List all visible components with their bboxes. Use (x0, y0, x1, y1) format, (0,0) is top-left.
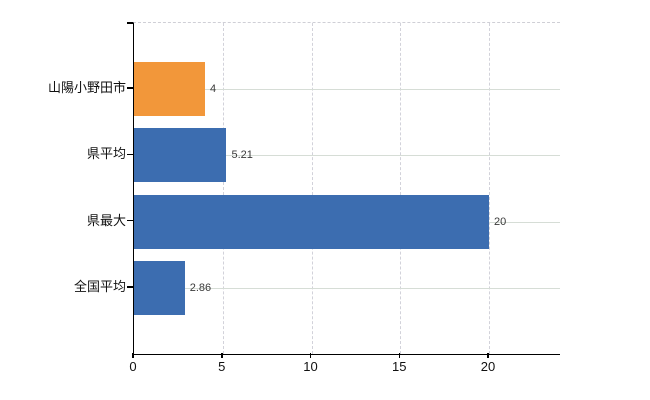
bar-value-label: 20 (494, 215, 507, 228)
vertical-gridline (311, 23, 313, 354)
x-axis-tick (309, 353, 312, 358)
x-axis-tick-label: 5 (218, 359, 226, 374)
category-label: 山陽小野田市 (47, 80, 126, 96)
category-label: 県最大 (86, 212, 126, 228)
vertical-gridline (400, 23, 402, 354)
x-axis-tick (398, 353, 400, 358)
category-label: 県平均 (86, 146, 126, 162)
bar-value-label: 2.86 (189, 281, 212, 294)
x-axis-tick (221, 353, 223, 358)
y-axis-tick (127, 286, 133, 288)
y-axis-tick (127, 153, 133, 156)
bar-value-label: 4 (210, 83, 217, 96)
bar-default (134, 128, 227, 183)
bar-default (134, 194, 489, 249)
y-axis-tick (127, 219, 133, 222)
bar-default (134, 260, 185, 315)
y-axis-top-tick (127, 22, 134, 24)
bar-value-label: 5.21 (231, 149, 253, 162)
x-axis-tick (487, 353, 489, 358)
horizontal-gridline (134, 155, 560, 157)
horizontal-gridline (134, 89, 560, 91)
x-axis-tick (132, 353, 134, 358)
y-axis-tick (127, 87, 133, 89)
horizontal-gridline (134, 287, 560, 289)
x-axis-tick-label: 15 (392, 359, 407, 374)
x-axis-tick-label: 10 (303, 359, 318, 374)
x-axis-tick-label: 0 (129, 359, 137, 374)
category-label: 全国平均 (73, 278, 126, 294)
x-axis-tick-label: 20 (480, 359, 496, 374)
bar-highlight (134, 62, 205, 117)
vertical-gridline (489, 23, 490, 354)
vertical-gridline (222, 23, 224, 354)
plot-area: 4 5.21 20 2.86 (133, 22, 560, 355)
